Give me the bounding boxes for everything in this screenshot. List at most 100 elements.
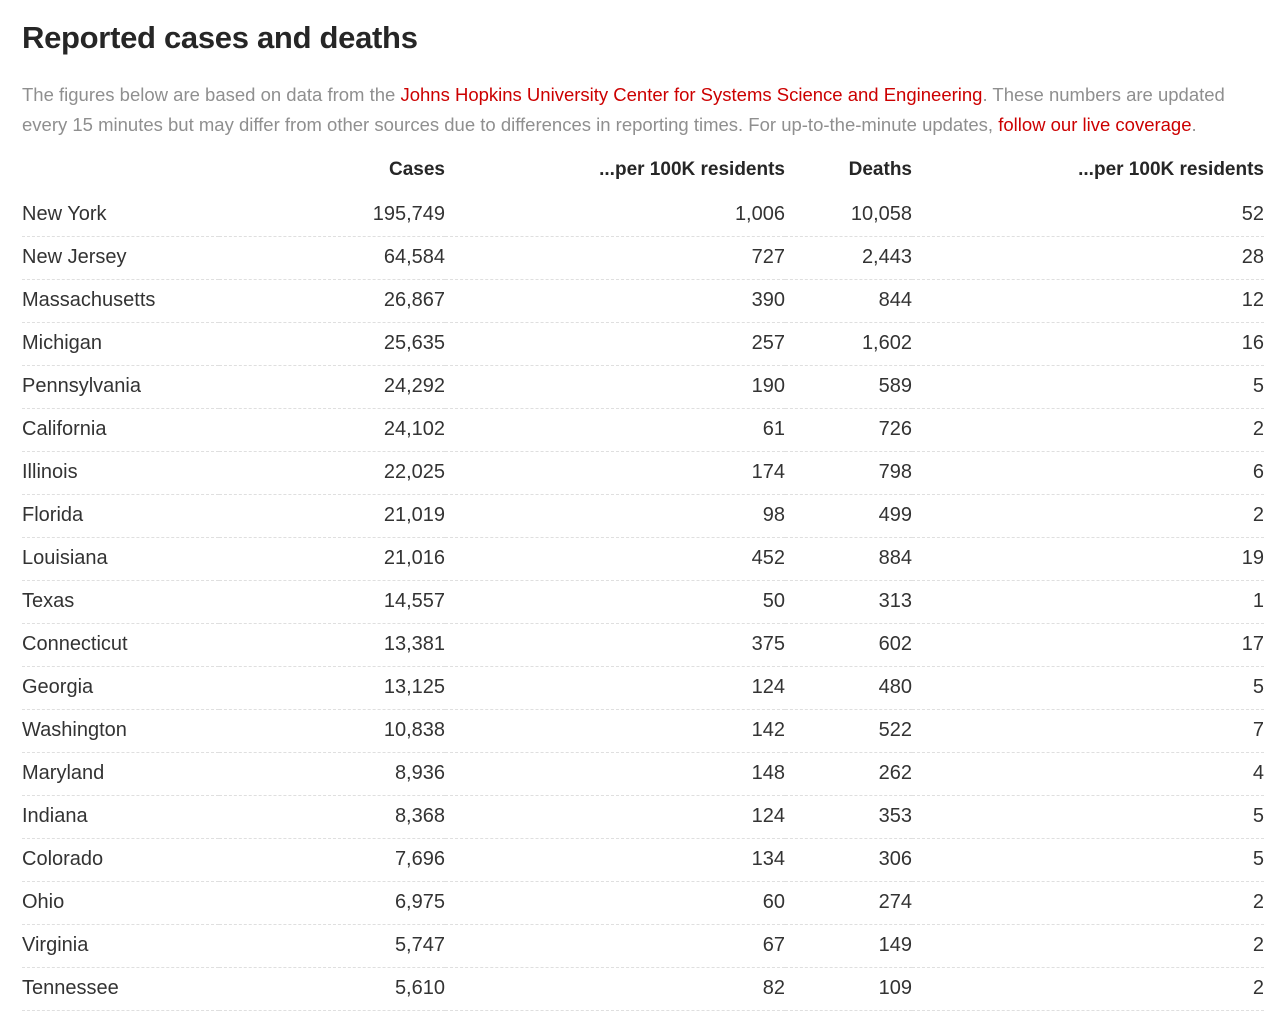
table-row: Washington 10,838 142 522 7 [22, 709, 1264, 753]
deaths-cell: 353 [785, 795, 912, 839]
table-row: Maryland 8,936 148 262 4 [22, 752, 1264, 796]
table-header-row: Cases ...per 100K residents Deaths ...pe… [22, 158, 1264, 194]
cases-cell: 8,936 [219, 752, 445, 796]
cases-per-100k-cell: 60 [445, 881, 785, 925]
deaths-cell: 2,443 [785, 236, 912, 280]
deaths-per-100k-cell: 1 [912, 580, 1264, 624]
table-row: Tennessee 5,610 82 109 2 [22, 967, 1264, 1011]
deaths-cell: 726 [785, 408, 912, 452]
table-row: Indiana 8,368 124 353 5 [22, 795, 1264, 839]
cases-cell: 195,749 [219, 194, 445, 237]
cases-per-100k-cell: 124 [445, 666, 785, 710]
intro-text-after: . [1191, 114, 1197, 135]
table-row: Louisiana 21,016 452 884 19 [22, 537, 1264, 581]
table-row: Pennsylvania 24,292 190 589 5 [22, 365, 1264, 409]
header-cases: Cases [389, 159, 445, 180]
cases-per-100k-cell: 174 [445, 451, 785, 495]
table-row: Florida 21,019 98 499 2 [22, 494, 1264, 538]
page-title: Reported cases and deaths [22, 20, 418, 55]
deaths-per-100k-cell: 5 [912, 795, 1264, 839]
deaths-cell: 589 [785, 365, 912, 409]
live-coverage-link[interactable]: follow our live coverage [998, 114, 1192, 135]
deaths-per-100k-cell: 12 [912, 279, 1264, 323]
cases-cell: 21,016 [219, 537, 445, 581]
deaths-cell: 313 [785, 580, 912, 624]
cases-deaths-table: Cases ...per 100K residents Deaths ...pe… [22, 158, 1264, 1011]
state-cell: New York [22, 194, 219, 237]
cases-cell: 8,368 [219, 795, 445, 839]
state-cell: Maryland [22, 752, 219, 796]
state-cell: Pennsylvania [22, 365, 219, 409]
deaths-cell: 274 [785, 881, 912, 925]
deaths-per-100k-cell: 2 [912, 408, 1264, 452]
cases-per-100k-cell: 82 [445, 967, 785, 1011]
deaths-cell: 844 [785, 279, 912, 323]
deaths-per-100k-cell: 52 [912, 194, 1264, 237]
deaths-per-100k-cell: 4 [912, 752, 1264, 796]
cases-per-100k-cell: 67 [445, 924, 785, 968]
cases-cell: 10,838 [219, 709, 445, 753]
state-cell: Washington [22, 709, 219, 753]
deaths-cell: 602 [785, 623, 912, 667]
intro-text-before-link1: The figures below are based on data from… [22, 84, 401, 105]
header-cases-per-100k: ...per 100K residents [599, 159, 785, 180]
state-cell: Texas [22, 580, 219, 624]
cases-cell: 13,125 [219, 666, 445, 710]
deaths-cell: 149 [785, 924, 912, 968]
intro-text-middle: . These numbers are updated every 15 min… [22, 84, 1225, 135]
deaths-cell: 306 [785, 838, 912, 882]
cases-per-100k-cell: 98 [445, 494, 785, 538]
cases-per-100k-cell: 148 [445, 752, 785, 796]
cases-cell: 21,019 [219, 494, 445, 538]
cases-per-100k-cell: 257 [445, 322, 785, 366]
cases-cell: 26,867 [219, 279, 445, 323]
cases-per-100k-cell: 142 [445, 709, 785, 753]
state-cell: Florida [22, 494, 219, 538]
deaths-per-100k-cell: 5 [912, 666, 1264, 710]
cases-per-100k-cell: 1,006 [445, 194, 785, 237]
table-row: Massachusetts 26,867 390 844 12 [22, 279, 1264, 323]
deaths-per-100k-cell: 2 [912, 881, 1264, 925]
table-row: California 24,102 61 726 2 [22, 408, 1264, 452]
state-cell: Tennessee [22, 967, 219, 1011]
cases-cell: 6,975 [219, 881, 445, 925]
deaths-per-100k-cell: 5 [912, 365, 1264, 409]
deaths-cell: 1,602 [785, 322, 912, 366]
deaths-cell: 109 [785, 967, 912, 1011]
state-cell: Michigan [22, 322, 219, 366]
deaths-cell: 522 [785, 709, 912, 753]
table-row: New York 195,749 1,006 10,058 52 [22, 194, 1264, 237]
table-row: Illinois 22,025 174 798 6 [22, 451, 1264, 495]
cases-cell: 25,635 [219, 322, 445, 366]
deaths-per-100k-cell: 19 [912, 537, 1264, 581]
jhu-csse-link[interactable]: Johns Hopkins University Center for Syst… [400, 84, 983, 105]
state-cell: New Jersey [22, 236, 219, 280]
cases-cell: 5,747 [219, 924, 445, 968]
deaths-cell: 884 [785, 537, 912, 581]
deaths-per-100k-cell: 6 [912, 451, 1264, 495]
state-cell: Georgia [22, 666, 219, 710]
cases-cell: 13,381 [219, 623, 445, 667]
deaths-cell: 10,058 [785, 194, 912, 237]
table-row: Texas 14,557 50 313 1 [22, 580, 1264, 624]
table-row: Michigan 25,635 257 1,602 16 [22, 322, 1264, 366]
deaths-cell: 798 [785, 451, 912, 495]
table-row: Colorado 7,696 134 306 5 [22, 838, 1264, 882]
state-cell: Illinois [22, 451, 219, 495]
table-row: Ohio 6,975 60 274 2 [22, 881, 1264, 925]
state-cell: Indiana [22, 795, 219, 839]
cases-per-100k-cell: 124 [445, 795, 785, 839]
table-body: New York 195,749 1,006 10,058 52 New Jer… [22, 194, 1264, 1011]
cases-per-100k-cell: 390 [445, 279, 785, 323]
deaths-per-100k-cell: 2 [912, 967, 1264, 1011]
deaths-per-100k-cell: 28 [912, 236, 1264, 280]
deaths-cell: 262 [785, 752, 912, 796]
cases-per-100k-cell: 190 [445, 365, 785, 409]
deaths-cell: 480 [785, 666, 912, 710]
deaths-per-100k-cell: 16 [912, 322, 1264, 366]
article-page: Reported cases and deaths The figures be… [0, 20, 1278, 1011]
deaths-per-100k-cell: 17 [912, 623, 1264, 667]
state-cell: Colorado [22, 838, 219, 882]
header-state [22, 158, 219, 194]
state-cell: Massachusetts [22, 279, 219, 323]
